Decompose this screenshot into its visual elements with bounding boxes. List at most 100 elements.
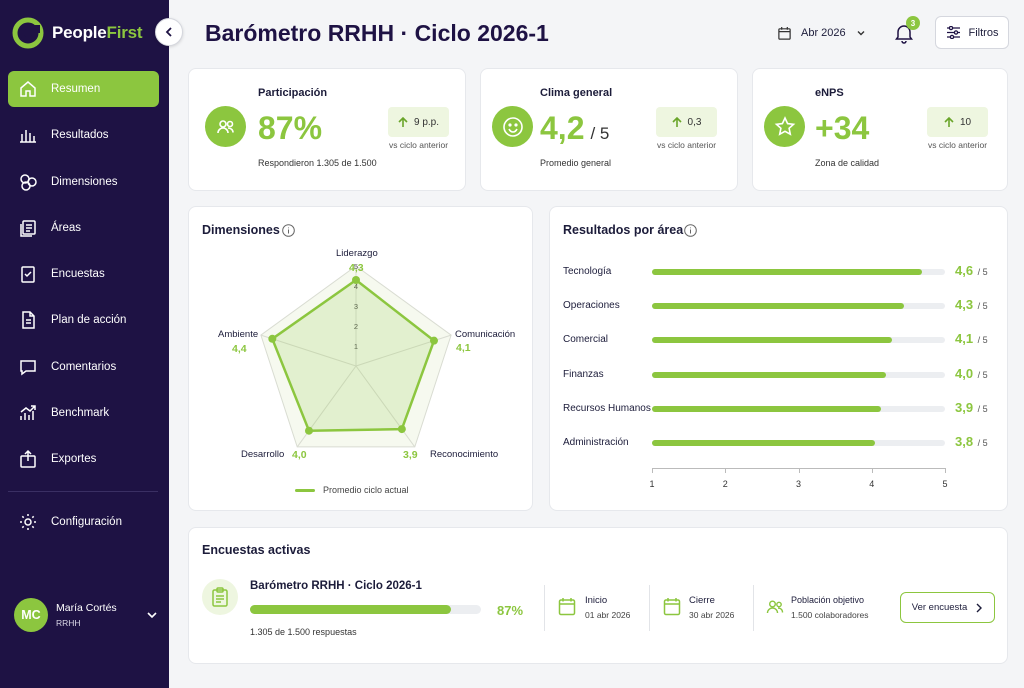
filters-button[interactable]: Filtros	[935, 16, 1009, 49]
arrow-up-icon	[398, 116, 408, 127]
kpi-delta-value: 9 p.p.	[413, 116, 440, 128]
survey-name[interactable]: Barómetro RRHH · Ciclo 2026-1	[250, 580, 422, 592]
sidebar-item-label: Configuración	[51, 516, 122, 528]
area-value: 3,8 / 5	[955, 434, 988, 449]
sidebar-item-label: Resumen	[51, 83, 101, 95]
radar-scale-tick: 2	[354, 322, 358, 331]
area-name: Tecnología	[563, 266, 612, 277]
areas-card	[549, 206, 1008, 511]
survey-responses: 1.305 de 1.500 respuestas	[250, 627, 357, 637]
radar-value-label: 3,9	[403, 449, 418, 461]
calendar-icon	[663, 598, 681, 616]
area-bar-track	[652, 405, 945, 412]
view-survey-button[interactable]: Ver encuesta	[900, 592, 995, 623]
kpi-icon-badge	[205, 106, 246, 147]
survey-population-label: Población objetivo	[791, 595, 865, 605]
radar-scale-tick: 4	[354, 282, 358, 291]
radar-scale-tick: 5	[354, 262, 358, 271]
kpi-compare-label: vs ciclo anterior	[389, 140, 449, 150]
legend-label: Promedio ciclo actual	[323, 485, 409, 495]
arrow-up-icon	[671, 116, 682, 127]
radar-scale-tick: 3	[354, 302, 358, 311]
brand-name: PeopleFirst	[52, 23, 143, 42]
area-value: 3,9 / 5	[955, 399, 988, 415]
kpi-subtitle: Zona de calidad	[815, 158, 880, 168]
area-name: Recursos Humanos	[563, 402, 651, 414]
kpi-icon-badge	[492, 106, 533, 147]
info-icon[interactable]	[282, 224, 295, 237]
kpi-value: 4,2/ 5	[540, 110, 610, 146]
divider	[753, 585, 754, 631]
sidebar-item-label: Benchmark	[51, 407, 110, 420]
user-menu[interactable]: MC María Cortés RRHH	[14, 597, 159, 633]
radar-value-label: 4,3	[349, 262, 364, 274]
trend-icon	[20, 405, 36, 421]
chevron-down-icon	[857, 31, 865, 36]
sidebar-item-encuestas[interactable]: Encuestas	[8, 256, 159, 292]
sidebar-item-label: Encuestas	[51, 268, 105, 281]
area-value: 4,3 / 5	[955, 297, 988, 313]
area-bar	[652, 269, 922, 275]
kpi-compare-label: vs ciclo anterior	[657, 140, 717, 150]
area-bar-track	[652, 440, 945, 446]
clipboard-icon	[212, 587, 228, 607]
info-icon[interactable]	[684, 224, 697, 237]
brand-logo[interactable]: PeopleFirst	[12, 17, 143, 49]
sidebar-item-exportes[interactable]: Exportes	[8, 441, 159, 477]
chevron-down-icon	[147, 612, 157, 619]
sidebar-nav: Resumen Resultados Dimensiones Áreas Enc…	[8, 71, 159, 488]
sidebar-item-configuracion[interactable]: Configuración	[8, 504, 159, 540]
survey-progress-bar	[250, 605, 481, 614]
sidebar-item-label: Resultados	[51, 129, 109, 142]
survey-start-label: Inicio	[585, 595, 608, 606]
dimensions-icon	[20, 173, 37, 191]
x-axis-tick	[725, 468, 727, 473]
kpi-subtitle: Respondieron 1.305 de 1.500	[258, 158, 377, 168]
kpi-title: Clima general	[540, 87, 613, 99]
sidebar-item-benchmark[interactable]: Benchmark	[8, 395, 159, 431]
area-bar-row: Administración 3,8 / 5	[563, 434, 993, 451]
survey-end-label: Cierre	[689, 595, 715, 606]
sidebar-config: Configuración	[8, 504, 159, 550]
radar-value-label: 4,1	[456, 342, 471, 354]
radar-axis-label: Ambiente	[218, 329, 259, 340]
radar-axis-label: Comunicación	[455, 329, 516, 340]
kpi-value: +34	[815, 110, 870, 146]
area-bar	[652, 440, 875, 446]
x-axis-tick-label: 3	[795, 479, 801, 489]
area-bar-track	[652, 303, 945, 310]
sidebar-item-resumen[interactable]: Resumen	[8, 71, 159, 107]
radar-value-label: 4,4	[232, 343, 247, 355]
kpi-delta-badge: 9 p.p.	[388, 107, 449, 137]
chevron-left-icon	[165, 27, 172, 37]
sidebar-item-label: Plan de acción	[51, 314, 127, 327]
kpi-delta-badge: 0,3	[656, 107, 717, 137]
date-selector[interactable]: Abr 2026	[777, 22, 866, 44]
active-surveys-title: Encuestas activas	[202, 543, 311, 557]
collapse-sidebar-button[interactable]	[155, 18, 183, 46]
kpi-title: eNPS	[815, 87, 844, 99]
sidebar-item-resultados[interactable]: Resultados	[8, 117, 159, 153]
x-axis-tick-label: 1	[649, 479, 655, 489]
survey-population-value: 1.500 colaboradores	[791, 610, 869, 620]
sidebar-item-comentarios[interactable]: Comentarios	[8, 349, 159, 385]
survey-icon-badge	[202, 579, 238, 615]
logo-icon	[12, 17, 44, 49]
area-name: Finanzas	[563, 368, 604, 380]
areas-icon	[20, 220, 36, 237]
radar-point	[429, 336, 438, 345]
sidebar-item-label: Exportes	[51, 453, 97, 466]
radar-axis-label: Liderazgo	[336, 248, 378, 259]
legend-swatch	[295, 488, 315, 492]
sidebar-item-dimensiones[interactable]: Dimensiones	[8, 164, 159, 200]
smile-icon	[502, 116, 523, 137]
dimensions-title: Dimensiones	[202, 223, 280, 237]
radar-value-label: 4,0	[292, 449, 307, 461]
radar-spoke	[260, 334, 357, 367]
areas-title: Resultados por área	[563, 223, 684, 237]
bar-chart-icon	[20, 130, 36, 144]
sidebar-item-areas[interactable]: Áreas	[8, 210, 159, 246]
page-title: Barómetro RRHH · Ciclo 2026-1	[205, 20, 549, 46]
sidebar-item-plan-de-accion[interactable]: Plan de acción	[8, 302, 159, 338]
area-bar-track	[652, 337, 945, 344]
